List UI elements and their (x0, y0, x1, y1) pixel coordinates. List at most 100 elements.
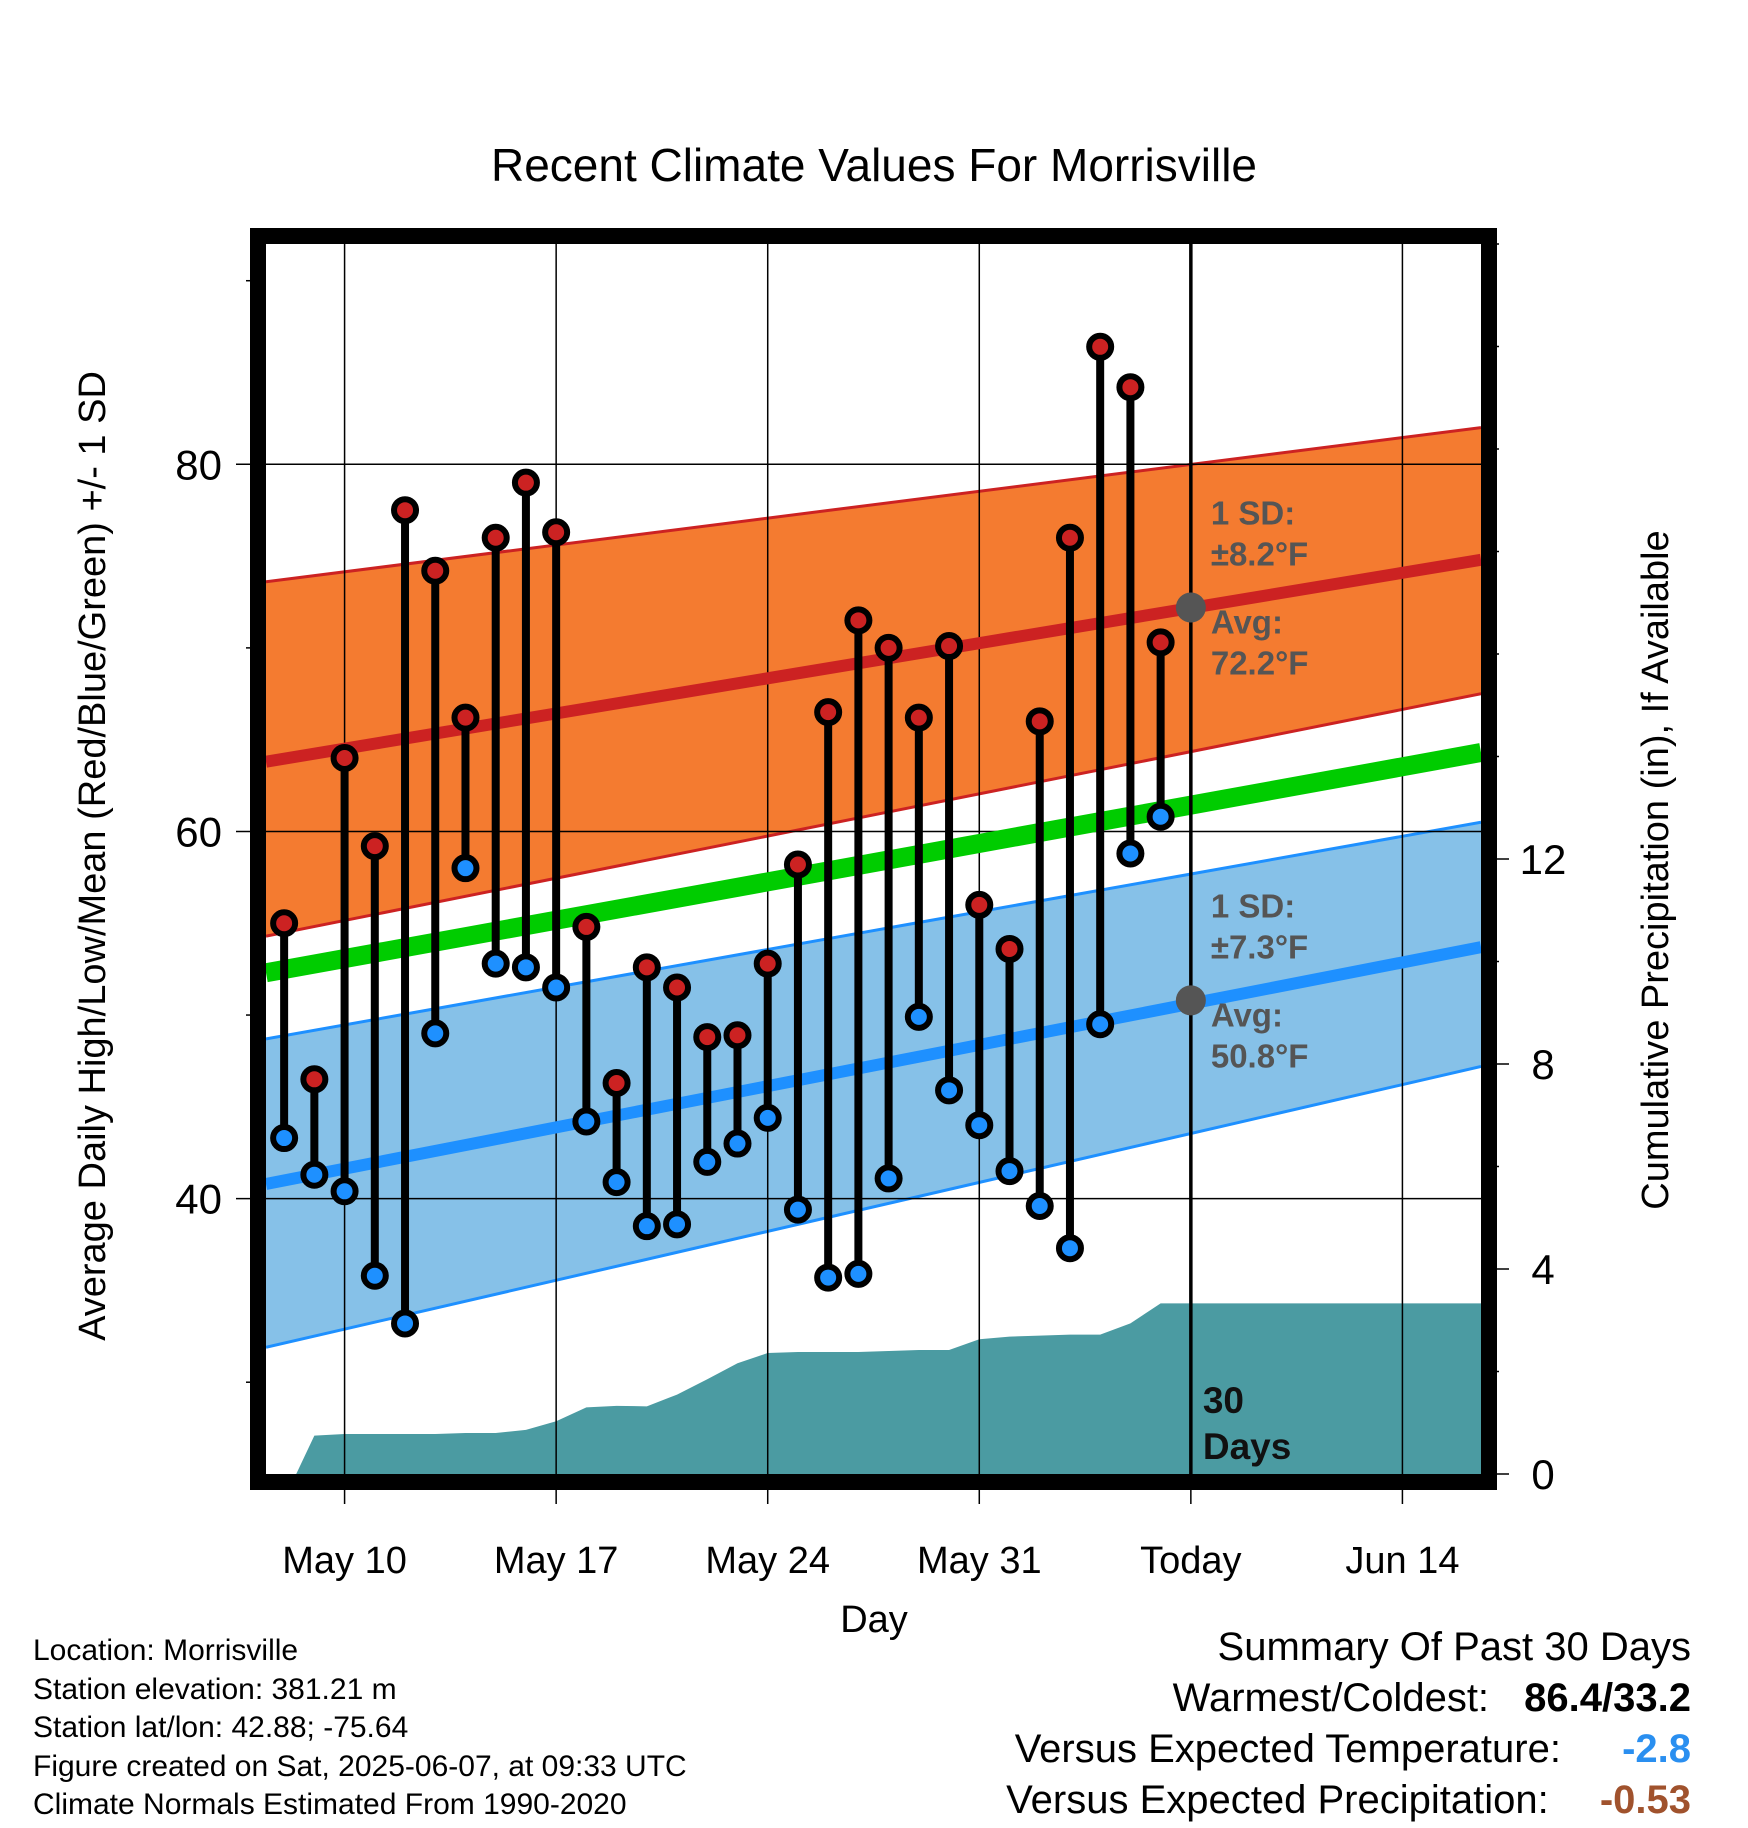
normal-high-band (266, 427, 1481, 937)
temp-value: -2.8 (1622, 1727, 1691, 1771)
latlon-text: Station lat/lon: 42.88; -75.64 (33, 1711, 409, 1744)
normal-high-sd-label: 1 SD: (1211, 494, 1295, 531)
x-tick-label: May 10 (282, 1540, 407, 1582)
summary-panel: Summary Of Past 30 Days Warmest/Coldest:… (1006, 1622, 1691, 1826)
normal-low-band (266, 822, 1481, 1348)
daily-low-point (663, 1210, 692, 1239)
daily-high-point (874, 633, 903, 662)
daily-low-point (844, 1259, 873, 1288)
daily-high-point (1116, 373, 1145, 402)
normal-low-band-lower-edge (266, 1064, 1481, 1349)
daily-low-point (935, 1076, 964, 1105)
daily-high-point (995, 934, 1024, 963)
normals-text: Climate Normals Estimated From 1990-2020 (33, 1788, 627, 1821)
daily-high-point (632, 953, 661, 982)
daily-low-point (1146, 802, 1175, 831)
daily-high-point (1086, 332, 1115, 361)
normal-mean-line (266, 743, 1481, 983)
daily-low-point (451, 854, 480, 883)
station-info: Location: Morrisville Station elevation:… (33, 1632, 687, 1825)
daily-low-point (511, 953, 540, 982)
daily-low-point (995, 1157, 1024, 1186)
x-tick-label: May 17 (494, 1540, 619, 1582)
plot-area: 1 SD: ±8.2°F Avg: 72.2°F 1 SD: ±7.3°F Avg: 50.8… (175, 228, 1567, 1582)
daily-low-point (360, 1261, 389, 1290)
daily-high-point (663, 973, 692, 1002)
normal-low-avg-label: Avg: (1211, 996, 1283, 1033)
daily-high-point (753, 949, 782, 978)
normal-low-avg-value: 50.8°F (1211, 1037, 1309, 1074)
normal-low-sd-label: 1 SD: (1211, 887, 1295, 924)
chart-title: Recent Climate Values For Morrisville (491, 139, 1257, 191)
x-tick-label: May 24 (705, 1540, 830, 1582)
normal-high-band-upper-edge (266, 426, 1481, 584)
y2-axis-title: Cumulative Precipitation (in), If Availa… (1635, 530, 1677, 1209)
daily-low-point (783, 1195, 812, 1224)
daily-low-point (814, 1263, 843, 1292)
normal-low-today-avg-marker (1175, 985, 1206, 1016)
daily-high-point (542, 518, 571, 547)
daily-high-point (511, 468, 540, 497)
y2-tick-label: 8 (1531, 1041, 1554, 1088)
daily-low-point (572, 1107, 601, 1136)
y2-tick-label: 12 (1520, 836, 1567, 883)
daily-low-point (602, 1168, 631, 1197)
daily-high-point (965, 890, 994, 919)
daily-low-point (693, 1147, 722, 1176)
daily-high-point (1025, 707, 1054, 736)
daily-low-point (874, 1164, 903, 1193)
temp-label: Versus Expected Temperature: (1014, 1727, 1561, 1771)
warmest-value: 86.4/33.2 (1524, 1676, 1691, 1720)
period-label: Days (1203, 1426, 1291, 1467)
daily-high-point (360, 832, 389, 861)
daily-high-point (814, 698, 843, 727)
plot-content: 1 SD: ±8.2°F Avg: 72.2°F 1 SD: ±7.3°F Avg: 50.8… (266, 244, 1481, 1474)
daily-high-point (391, 496, 420, 525)
daily-high-point (693, 1023, 722, 1052)
normal-low-sd-value: ±7.3°F (1211, 928, 1308, 965)
daily-low-point (1086, 1010, 1115, 1039)
summary-warmest-row: Warmest/Coldest: 86.4/33.2 (1006, 1673, 1691, 1724)
warmest-label: Warmest/Coldest: (1172, 1676, 1490, 1720)
summary-precip-row: Versus Expected Precipitation: -0.53 (1006, 1775, 1691, 1826)
created-text: Figure created on Sat, 2025-06-07, at 09… (33, 1749, 687, 1783)
daily-low-point (1055, 1234, 1084, 1263)
precip-area (278, 1303, 1481, 1474)
x-axis-title: Day (840, 1599, 908, 1641)
normal-high-today-avg-marker (1175, 592, 1206, 623)
daily-high-point (330, 744, 359, 773)
daily-low-point (965, 1111, 994, 1140)
daily-high-point (300, 1065, 329, 1094)
daily-low-point (632, 1212, 661, 1241)
daily-high-point (1146, 628, 1175, 657)
daily-high-point (421, 556, 450, 585)
normal-high-sd-value: ±8.2°F (1211, 535, 1308, 572)
y2-tick-label: 4 (1531, 1246, 1554, 1293)
daily-high-point (783, 850, 812, 879)
precip-label: Versus Expected Precipitation: (1006, 1778, 1549, 1822)
y-tick-label: 80 (175, 441, 222, 488)
daily-low-point (421, 1019, 450, 1048)
summary-heading: Summary Of Past 30 Days (1217, 1625, 1691, 1669)
normal-low-avg-line (266, 941, 1481, 1190)
daily-low-point (270, 1124, 299, 1153)
normal-high-band-lower-edge (266, 692, 1481, 938)
daily-low-point (723, 1129, 752, 1158)
daily-high-point (1055, 523, 1084, 552)
x-tick-label: Jun 14 (1345, 1540, 1459, 1582)
daily-high-point (572, 912, 601, 941)
normal-high-avg-value: 72.2°F (1211, 644, 1309, 681)
y-tick-label: 60 (175, 808, 222, 855)
daily-low-point (904, 1002, 933, 1031)
location-text: Location: Morrisville (33, 1634, 299, 1667)
daily-high-point (451, 703, 480, 732)
daily-high-point (602, 1068, 631, 1097)
daily-high-point (481, 523, 510, 552)
daily-high-point (844, 606, 873, 635)
daily-low-point (542, 973, 571, 1002)
daily-low-point (1025, 1191, 1054, 1220)
daily-low-point (391, 1309, 420, 1338)
daily-high-point (904, 703, 933, 732)
x-tick-label: May 31 (917, 1540, 1042, 1582)
